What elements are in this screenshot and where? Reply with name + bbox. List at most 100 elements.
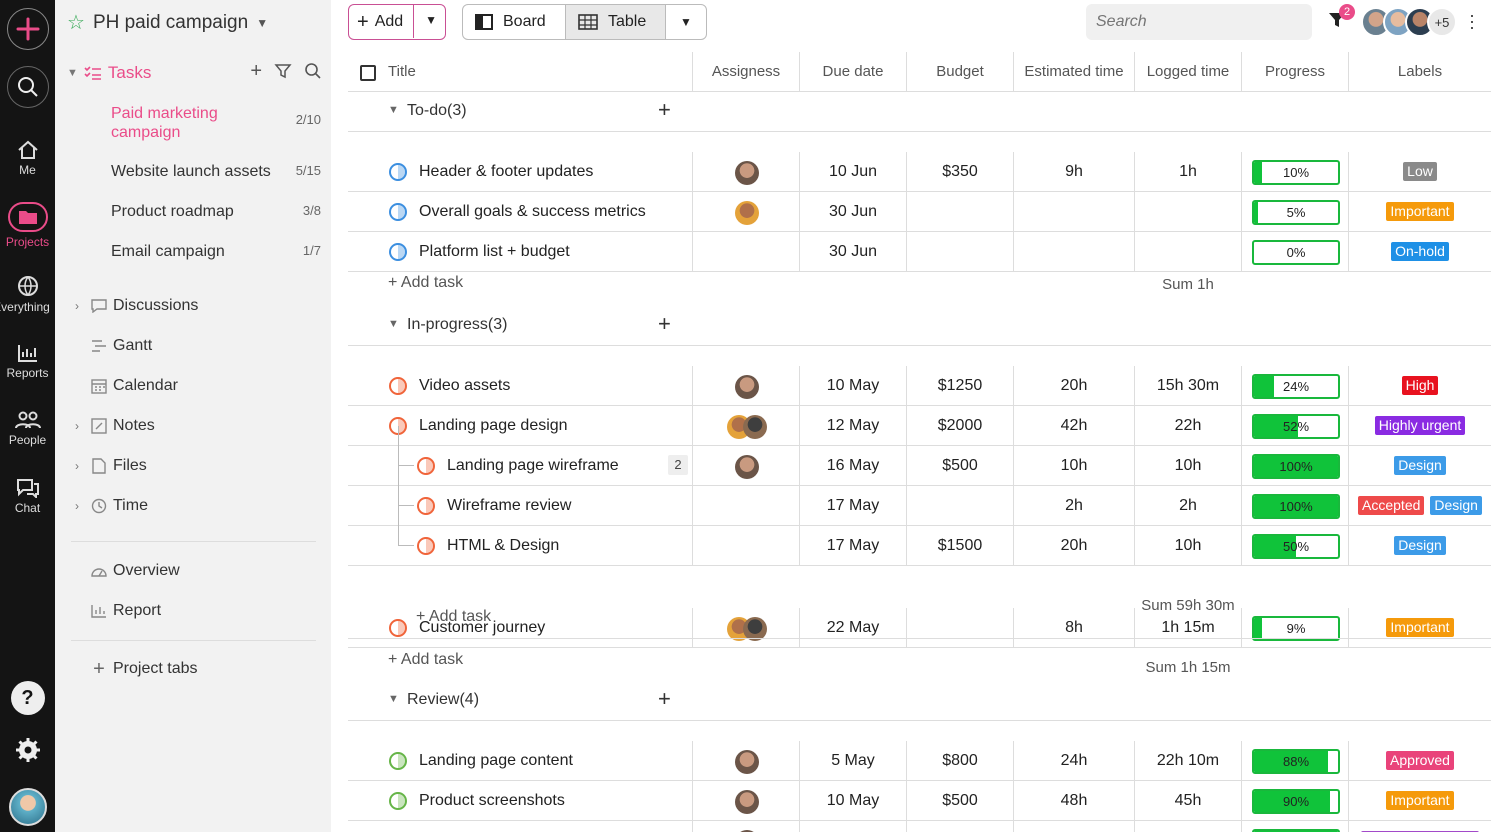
column-logged-time[interactable]: Logged time: [1135, 52, 1242, 92]
column-estimated-time[interactable]: Estimated time: [1014, 52, 1135, 92]
global-search-button[interactable]: [0, 66, 55, 108]
search-icon[interactable]: [304, 62, 322, 80]
chevron-down-icon[interactable]: ▼: [388, 693, 399, 705]
table-row[interactable]: Header & footer updates 10 Jun $350 9h 1h 10%…: [348, 152, 1491, 192]
add-button[interactable]: + Add ▼: [348, 4, 446, 40]
more-members-count[interactable]: +5: [1427, 7, 1457, 37]
assignee-avatar[interactable]: [734, 161, 759, 185]
assignee-avatar[interactable]: [734, 201, 759, 225]
table-row[interactable]: Product screenshots 10 May $500 48h 45h 90% Im…: [348, 781, 1491, 821]
sidebar-item-report[interactable]: Report: [67, 599, 161, 623]
rail-item-everything[interactable]: Everything: [0, 275, 55, 314]
label-tag[interactable]: High: [1401, 376, 1439, 396]
table-row[interactable]: Platform list + budget 30 Jun 0% On-hold: [348, 232, 1491, 272]
filter-icon[interactable]: [274, 62, 292, 80]
label-tag[interactable]: Important: [1386, 791, 1454, 811]
add-task-to-group-icon[interactable]: +: [658, 311, 671, 336]
project-title[interactable]: ☆ PH paid campaign ▼: [67, 10, 268, 35]
chevron-right-icon[interactable]: ›: [75, 499, 79, 513]
table-row[interactable]: New favicon 1 May$2006h7h100%Awaiting app…: [348, 821, 1491, 832]
task-title[interactable]: New favicon: [419, 821, 506, 832]
star-icon[interactable]: ☆: [67, 12, 85, 34]
add-task-list-icon[interactable]: +: [250, 60, 262, 82]
project-members[interactable]: +5: [1361, 7, 1457, 37]
task-title[interactable]: Overall goals & success metrics: [419, 203, 646, 220]
task-list-item[interactable]: Website launch assets 5/15: [111, 162, 321, 202]
label-tag[interactable]: Important: [1386, 202, 1454, 222]
assignee-avatar[interactable]: [734, 455, 759, 479]
label-tag[interactable]: Design: [1394, 536, 1446, 556]
select-all-checkbox[interactable]: [360, 65, 376, 81]
assignee-avatar[interactable]: [734, 750, 759, 774]
filter-button[interactable]: 2: [1327, 4, 1355, 35]
status-circle-icon[interactable]: [389, 792, 407, 810]
label-tag[interactable]: Accepted: [1358, 496, 1425, 516]
table-row[interactable]: Landing page wireframe 2 16 May $500 10h 10h 1…: [348, 426, 1491, 486]
sidebar-item-discussions[interactable]: › Discussions: [67, 294, 198, 318]
project-tabs-button[interactable]: + Project tabs: [67, 657, 197, 681]
status-circle-icon[interactable]: [389, 203, 407, 221]
table-view-button[interactable]: Table: [565, 5, 666, 39]
board-view-button[interactable]: Board: [463, 5, 565, 39]
label-tag[interactable]: Design: [1394, 456, 1446, 476]
sidebar-item-time[interactable]: › Time: [67, 494, 148, 518]
column-title[interactable]: Title: [348, 52, 693, 92]
rail-item-projects[interactable]: Projects: [0, 202, 55, 249]
label-tag[interactable]: Low: [1403, 162, 1437, 182]
status-circle-icon[interactable]: [417, 457, 435, 475]
add-task-button[interactable]: + Add task: [388, 651, 464, 668]
label-tag[interactable]: On-hold: [1391, 242, 1449, 262]
table-row[interactable]: Wireframe review 17 May 2h 2h 100% Accepted De…: [348, 466, 1491, 526]
chevron-down-icon[interactable]: ▼: [388, 104, 399, 116]
label-tag[interactable]: Highly urgent: [1374, 416, 1466, 436]
assignee-avatar[interactable]: [742, 415, 767, 439]
subtask-count-badge[interactable]: 2: [668, 455, 688, 475]
status-circle-icon[interactable]: [389, 377, 407, 395]
group-header[interactable]: ▼ To-do(3) +: [348, 92, 1491, 132]
assignee-avatar[interactable]: [734, 830, 759, 832]
task-title[interactable]: Wireframe review: [447, 497, 572, 514]
table-row[interactable]: Video assets 10 May $1250 20h 15h 30m 24% High: [348, 366, 1491, 406]
task-title[interactable]: Header & footer updates: [419, 163, 594, 180]
view-more-button[interactable]: ▼: [666, 5, 706, 39]
rail-item-me[interactable]: Me: [0, 140, 55, 177]
rail-item-chat[interactable]: Chat: [0, 478, 55, 515]
sidebar-item-tasks[interactable]: ▼ Tasks +: [67, 60, 322, 86]
task-list-item[interactable]: Product roadmap 3/8: [111, 202, 321, 242]
task-list-item[interactable]: Email campaign 1/7: [111, 242, 321, 282]
status-circle-icon[interactable]: [417, 537, 435, 555]
search-input[interactable]: [1086, 4, 1312, 40]
assignee-avatar[interactable]: [734, 375, 759, 399]
task-title[interactable]: Landing page content: [419, 752, 573, 769]
task-list-item[interactable]: Paid marketing campaign 2/10: [111, 104, 321, 144]
user-avatar[interactable]: [0, 788, 55, 826]
label-tag[interactable]: Design: [1430, 496, 1482, 516]
sidebar-item-files[interactable]: › Files: [67, 454, 147, 478]
task-title[interactable]: Landing page wireframe: [447, 457, 619, 474]
assignee-avatar[interactable]: [742, 617, 767, 641]
status-circle-icon[interactable]: [389, 163, 407, 181]
group-header[interactable]: ▼ In-progress(3) +: [348, 306, 1491, 346]
status-circle-icon[interactable]: [389, 243, 407, 261]
rail-item-people[interactable]: People: [0, 410, 55, 447]
chevron-down-icon[interactable]: ▼: [388, 318, 399, 330]
task-title[interactable]: HTML & Design: [447, 537, 560, 554]
sidebar-item-overview[interactable]: Overview: [67, 559, 180, 583]
task-title[interactable]: Customer journey: [419, 619, 546, 636]
label-tag[interactable]: Important: [1386, 618, 1454, 638]
assignee-avatar[interactable]: [734, 790, 759, 814]
chevron-right-icon[interactable]: ›: [75, 299, 79, 313]
label-tag[interactable]: Approved: [1386, 751, 1454, 771]
help-button[interactable]: ?: [0, 681, 55, 715]
table-row[interactable]: Landing page design 12 May $2000 42h 22h 52% H…: [348, 406, 1491, 446]
task-title[interactable]: Landing page design: [419, 417, 568, 434]
table-row[interactable]: Landing page content 5 May $800 24h 22h 10m 8…: [348, 741, 1491, 781]
chevron-right-icon[interactable]: ›: [75, 459, 79, 473]
sidebar-item-calendar[interactable]: Calendar: [67, 374, 178, 398]
add-task-to-group-icon[interactable]: +: [658, 686, 671, 711]
more-options-icon[interactable]: · · ·: [1469, 5, 1475, 37]
rail-item-reports[interactable]: Reports: [0, 343, 55, 380]
status-circle-icon[interactable]: [417, 497, 435, 515]
quick-add-button[interactable]: [0, 8, 55, 50]
table-row[interactable]: Overall goals & success metrics 30 Jun 5% I…: [348, 192, 1491, 232]
